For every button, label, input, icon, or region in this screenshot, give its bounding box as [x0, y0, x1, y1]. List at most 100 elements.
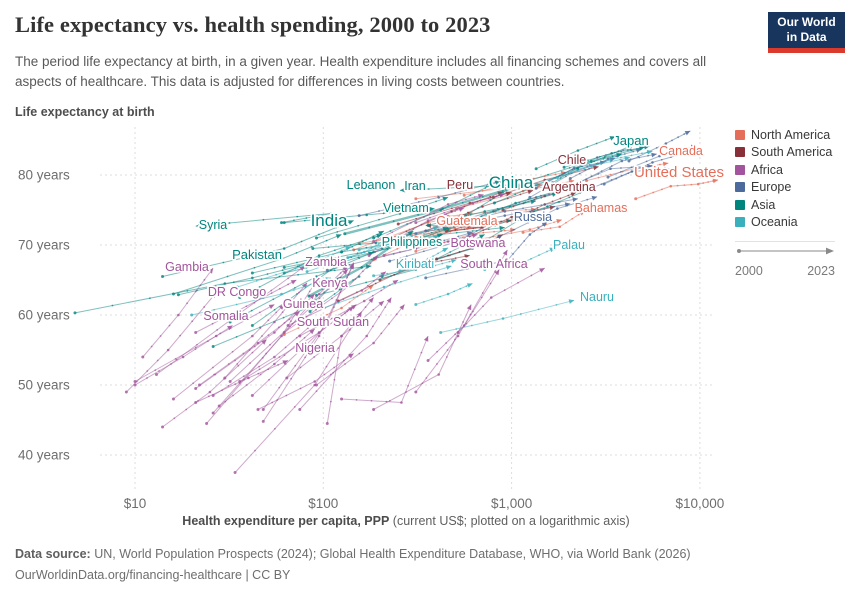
y-tick-label: 50 years — [18, 378, 70, 393]
country-label-botswana[interactable]: Botswana — [449, 234, 507, 252]
legend-swatch — [735, 129, 745, 140]
country-label-guinea[interactable]: Guinea — [281, 295, 325, 313]
trail-bangladesh — [161, 220, 354, 278]
legend-item-asia[interactable]: Asia — [735, 196, 847, 214]
trail-micronesia — [398, 247, 449, 273]
footer-link[interactable]: OurWorldinData.org/financing-healthcare — [15, 567, 242, 582]
legend-item-africa[interactable]: Africa — [735, 161, 847, 179]
country-label-india[interactable]: India — [309, 209, 350, 232]
footer-license-line: OurWorldinData.org/financing-healthcare … — [15, 565, 835, 586]
trail-sudan — [286, 271, 387, 327]
country-label-philippines[interactable]: Philippines — [380, 233, 444, 251]
country-label-south-sudan[interactable]: South Sudan — [295, 313, 371, 331]
country-label-russia[interactable]: Russia — [512, 208, 554, 226]
gridlines: 80 years 70 years 60 years 50 years 40 years… — [18, 127, 724, 511]
country-label-zambia[interactable]: Zambia — [303, 253, 348, 271]
trail-solomon-islands — [235, 245, 352, 289]
x-tick-label: $10,000 — [675, 496, 724, 511]
legend-item-oceania[interactable]: Oceania — [735, 214, 847, 232]
trail-sri-lanka — [314, 196, 449, 240]
legend-item-label: Europe — [751, 180, 792, 195]
trail-mozambique — [194, 293, 316, 390]
trail-gambia — [141, 267, 214, 359]
trail-hungary — [497, 195, 598, 239]
trail-zimbabwe — [325, 300, 385, 425]
legend-item-label: Asia — [751, 197, 776, 212]
country-label-japan[interactable]: Japan — [612, 131, 651, 150]
trail-israel — [551, 153, 622, 185]
trail-tunisia — [414, 193, 505, 225]
footer-license: | CC BY — [241, 567, 291, 582]
trail-tonga — [357, 235, 439, 252]
owid-logo-line2: in Data — [786, 30, 827, 44]
trail-niger — [133, 304, 275, 383]
trail-eswatini — [372, 304, 472, 411]
chart-legend: North America South America Africa Europe As… — [735, 126, 847, 278]
trail-madagascar — [194, 279, 297, 334]
country-label-south-africa[interactable]: South Africa — [459, 255, 530, 273]
page-subtitle: The period life expectancy at birth, in … — [15, 54, 707, 90]
x-tick-label: $100 — [308, 496, 338, 511]
legend-swatch — [735, 164, 745, 175]
country-label-palau[interactable]: Palau — [551, 236, 587, 254]
timeline-years: 2000 2023 — [735, 264, 835, 278]
country-label-nauru[interactable]: Nauru — [578, 288, 616, 306]
legend-swatch — [735, 199, 745, 210]
country-label-kiribati[interactable]: Kiribati — [394, 255, 436, 273]
trail-dr-congo — [124, 292, 217, 394]
country-label-nigeria[interactable]: Nigeria — [293, 339, 336, 357]
country-label-iran[interactable]: Iran — [402, 177, 427, 195]
country-label-syria[interactable]: Syria — [197, 216, 229, 234]
page-title: Life expectancy vs. health spending, 200… — [15, 12, 491, 37]
country-label-dr-congo[interactable]: DR Congo — [206, 283, 268, 301]
legend-item-europe[interactable]: Europe — [735, 179, 847, 197]
trail-namibia — [426, 269, 500, 362]
legend-item-label: Oceania — [751, 215, 798, 230]
country-label-peru[interactable]: Peru — [445, 176, 475, 194]
legend-item-north-america[interactable]: North America — [735, 126, 847, 144]
trail-thailand — [372, 180, 501, 240]
country-label-lebanon[interactable]: Lebanon — [345, 176, 397, 194]
legend-item-south-america[interactable]: South America — [735, 144, 847, 162]
legend-swatch — [735, 147, 745, 158]
timeline-arrow — [737, 247, 834, 255]
country-label-united-states[interactable]: United States — [632, 162, 726, 183]
country-label-argentina[interactable]: Argentina — [540, 178, 597, 196]
trail-uganda — [261, 262, 355, 411]
legend-item-label: South America — [751, 145, 833, 160]
country-label-chile[interactable]: Chile — [556, 151, 588, 169]
country-label-kenya[interactable]: Kenya — [311, 274, 350, 292]
legend-item-label: North America — [751, 127, 831, 142]
y-tick-label: 70 years — [18, 238, 70, 253]
y-tick-label: 40 years — [18, 448, 70, 463]
trail-turkey — [446, 187, 567, 232]
country-label-guatemala[interactable]: Guatemala — [435, 212, 500, 230]
legend-divider — [735, 241, 835, 242]
owid-logo[interactable]: Our World in Data — [768, 12, 845, 53]
footer-source-text: UN, World Population Prospects (2024); G… — [90, 547, 691, 561]
trail-tajikistan — [171, 234, 342, 296]
legend-swatch — [735, 182, 745, 193]
country-label-vietnam[interactable]: Vietnam — [381, 199, 430, 217]
trail-hong-kong — [534, 136, 616, 171]
y-tick-label: 60 years — [18, 308, 70, 323]
country-label-china[interactable]: China — [487, 171, 535, 194]
country-labels: United States Canada Bahamas Guatemala Chile… — [163, 131, 726, 357]
trail-marshall-islands — [414, 283, 473, 306]
timeline-start-year: 2000 — [735, 264, 763, 278]
trail-lesotho — [340, 335, 429, 404]
country-label-somalia[interactable]: Somalia — [202, 307, 251, 325]
footer-source-line: Data source: UN, World Population Prospe… — [15, 544, 835, 565]
trail-france — [579, 152, 657, 183]
trail-new-zealand — [534, 156, 631, 186]
trail-syria — [195, 212, 333, 228]
chart-canvas[interactable]: 80 years 70 years 60 years 50 years 40 years… — [0, 110, 745, 535]
trail-angola — [298, 297, 392, 411]
country-label-pakistan[interactable]: Pakistan — [230, 245, 283, 264]
country-label-gambia[interactable]: Gambia — [163, 258, 210, 276]
country-label-bahamas[interactable]: Bahamas — [573, 199, 629, 217]
trail-liberia — [250, 306, 354, 397]
country-label-canada[interactable]: Canada — [657, 142, 704, 160]
trail-south-africa — [456, 267, 546, 334]
